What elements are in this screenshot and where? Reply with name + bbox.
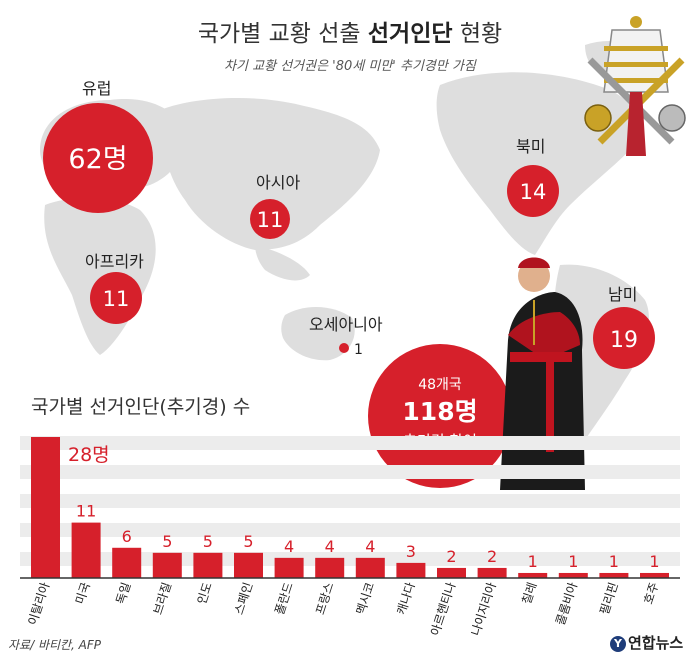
- bar-8: [355, 557, 385, 578]
- bar-14: [599, 572, 629, 578]
- bar-value-label-4: 5: [203, 532, 213, 551]
- page-subtitle: 차기 교황 선거권은 '80세 미만' 추기경만 가짐: [224, 59, 476, 74]
- bar-value-label-1: 11: [76, 502, 96, 521]
- region-label-north-america: 북미: [516, 137, 545, 156]
- bar-1: [71, 522, 101, 578]
- map-australia: [281, 307, 355, 361]
- bar-value-label-0: 28명: [68, 444, 110, 466]
- bar-value-label-7: 4: [325, 537, 335, 556]
- category-label-13: 콜롬비아: [553, 581, 580, 627]
- region-circle-north-america: [507, 165, 559, 217]
- bar-value-label-10: 2: [446, 547, 456, 566]
- title-bold: 선거인단: [367, 21, 453, 47]
- category-label-11: 나이지리아: [469, 581, 499, 638]
- region-circle-europe: [43, 103, 153, 213]
- bar-15: [640, 572, 669, 578]
- source-credit: 자료/ 바티칸, AFP: [8, 638, 102, 652]
- bar-value-label-2: 6: [122, 527, 132, 546]
- bar-0: [31, 437, 60, 578]
- category-label-0: 이탈리아: [25, 581, 52, 627]
- category-label-8: 멕시코: [354, 581, 378, 617]
- region-label-oceania: 오세아니아: [309, 315, 383, 334]
- bar-10: [437, 567, 466, 578]
- bar-value-label-13: 1: [568, 552, 578, 571]
- bar-value-label-12: 1: [528, 552, 538, 571]
- region-value-south-america: 19: [610, 328, 638, 353]
- category-label-6: 폴란드: [272, 581, 296, 617]
- bar-6: [274, 557, 304, 578]
- yonhap-logo: Y 연합뉴스: [610, 632, 683, 653]
- category-label-9: 캐나다: [394, 581, 418, 617]
- chart-title: 국가별 선거인단(추기경) 수: [31, 396, 251, 418]
- region-circle-asia: [250, 199, 290, 239]
- region-label-africa: 아프리카: [85, 252, 144, 271]
- chart-bands: [20, 436, 680, 566]
- summary-circle: [368, 344, 512, 488]
- papal-emblem: [584, 16, 686, 156]
- bar-9: [396, 562, 426, 578]
- map-africa: [44, 198, 156, 355]
- category-label-3: 브라질: [151, 581, 175, 617]
- category-label-5: 스페인: [232, 581, 256, 617]
- category-label-1: 미국: [73, 581, 93, 606]
- region-labels: 유럽 62명 아시아 11 북미 14 아프리카 11 오세아니아 1 남미 1…: [68, 79, 638, 358]
- map-north-america: [436, 72, 641, 256]
- region-circle-africa: [90, 272, 142, 324]
- map-southeast-asia: [255, 245, 310, 281]
- region-label-europe: 유럽: [82, 79, 111, 98]
- summary-countries: 48개국: [418, 377, 462, 393]
- bar-4: [193, 552, 223, 578]
- title-plain: 국가별 교황 선출: [197, 21, 368, 47]
- bar-13: [558, 572, 588, 578]
- category-label-14: 필리핀: [597, 581, 621, 617]
- map-asia: [160, 98, 380, 251]
- category-label-4: 인도: [195, 581, 215, 606]
- bar-value-label-11: 2: [487, 547, 497, 566]
- region-circle-south-america: [593, 307, 655, 369]
- region-value-oceania: 1: [354, 342, 363, 358]
- region-value-north-america: 14: [520, 180, 547, 204]
- category-label-7: 프랑스: [313, 581, 337, 617]
- bar-value-label-15: 1: [649, 552, 659, 571]
- region-value-europe: 62명: [68, 144, 127, 175]
- region-value-asia: 11: [257, 208, 284, 232]
- bar-3: [152, 552, 182, 578]
- category-label-15: 호주: [641, 581, 661, 606]
- bar-5: [234, 552, 263, 578]
- bar-11: [477, 567, 507, 578]
- bar-value-label-8: 4: [365, 537, 375, 556]
- category-label-10: 아르헨티나: [428, 581, 458, 638]
- bar-value-label-5: 5: [243, 532, 253, 551]
- bar-value-label-14: 1: [609, 552, 619, 571]
- category-label-12: 칠레: [519, 581, 539, 606]
- logo-text: 연합뉴스: [628, 634, 684, 652]
- bar-value-label-6: 4: [284, 537, 294, 556]
- category-label-2: 독일: [113, 581, 133, 606]
- bar-2: [112, 547, 142, 578]
- region-label-south-america: 남미: [608, 285, 637, 304]
- logo-icon: Y: [610, 635, 626, 652]
- bar-value-label-9: 3: [406, 542, 416, 561]
- region-value-africa: 11: [103, 287, 130, 311]
- region-markers: [43, 103, 655, 488]
- title-tail: 현황: [452, 21, 503, 47]
- bar-12: [518, 572, 548, 578]
- bar-value-label-3: 5: [162, 532, 172, 551]
- region-circle-oceania: [339, 343, 349, 353]
- page-title: 국가별 교황 선출 선거인단 현황: [0, 14, 700, 48]
- summary-cardinals: 118명: [402, 397, 477, 426]
- region-label-asia: 아시아: [256, 173, 300, 192]
- bar-7: [315, 557, 345, 578]
